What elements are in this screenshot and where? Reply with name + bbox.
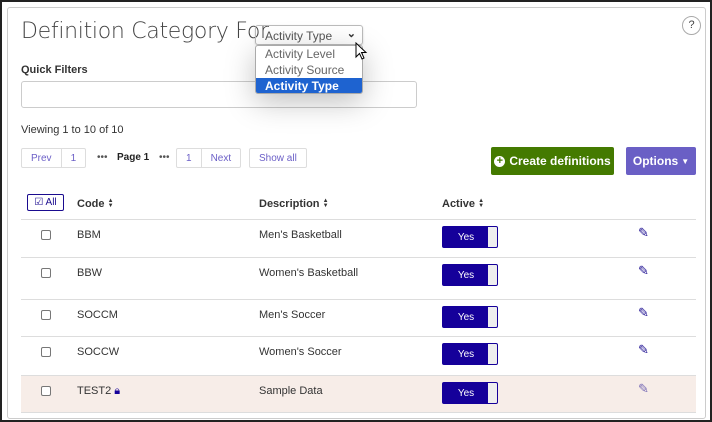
- code-text: TEST2: [77, 385, 112, 397]
- description-cell: Women's Basketball: [259, 267, 359, 279]
- row-divider: [21, 257, 696, 258]
- row-checkbox[interactable]: [41, 347, 51, 357]
- edit-pencil-icon[interactable]: ✎: [638, 263, 649, 278]
- pagination-ellipsis: •••: [97, 152, 108, 163]
- next-button[interactable]: Next: [200, 149, 241, 167]
- sort-icon: ▲ ▼: [107, 198, 114, 210]
- code-cell: TEST2 🔒︎: [77, 385, 120, 398]
- description-cell: Men's Basketball: [259, 229, 342, 241]
- code-text: SOCCW: [77, 346, 120, 358]
- sort-icon: ▲ ▼: [322, 198, 329, 210]
- row-checkbox[interactable]: [41, 386, 51, 396]
- column-header-active[interactable]: Active ▲ ▼: [442, 198, 484, 210]
- edit-pencil-icon[interactable]: ✎: [638, 342, 649, 357]
- active-toggle[interactable]: Yes: [442, 226, 498, 248]
- last-page-button[interactable]: 1: [186, 152, 192, 164]
- category-select-value: Activity Type: [265, 29, 333, 43]
- description-cell: Sample Data: [259, 385, 323, 397]
- viewing-count: Viewing 1 to 10 of 10: [21, 124, 124, 136]
- option-activity-source[interactable]: Activity Source: [265, 63, 345, 77]
- options-label: Options: [632, 154, 679, 168]
- code-cell: BBM: [77, 229, 101, 241]
- description-cell: Men's Soccer: [259, 309, 326, 321]
- row-divider: [21, 336, 696, 337]
- active-toggle-label: Yes: [457, 270, 475, 281]
- column-header-description[interactable]: Description ▲ ▼: [259, 198, 329, 210]
- table-row-highlight: [21, 376, 696, 412]
- page-title: Definition Category For: [21, 19, 269, 44]
- description-cell: Women's Soccer: [259, 346, 342, 358]
- code-header-label: Code: [77, 198, 105, 210]
- code-text: SOCCM: [77, 309, 118, 321]
- code-cell: BBW: [77, 267, 102, 279]
- caret-down-icon: ▼: [681, 156, 690, 166]
- pagination-ellipsis: •••: [159, 152, 170, 163]
- select-all-button[interactable]: ☑ All: [27, 194, 64, 211]
- active-toggle-label: Yes: [457, 349, 475, 360]
- active-toggle-label: Yes: [457, 312, 475, 323]
- create-definitions-button[interactable]: + Create definitions: [491, 147, 614, 175]
- active-toggle[interactable]: Yes: [442, 382, 498, 404]
- active-header-label: Active: [442, 198, 476, 210]
- mouse-cursor-icon: [355, 42, 368, 60]
- toggle-knob: [488, 307, 497, 327]
- plus-circle-icon: +: [494, 155, 506, 167]
- edit-pencil-icon[interactable]: ✎: [638, 305, 649, 320]
- checkbox-checked-icon: ☑: [34, 197, 44, 208]
- edit-pencil-icon[interactable]: ✎: [638, 381, 649, 396]
- code-cell: SOCCM: [77, 309, 118, 321]
- quick-filters-label: Quick Filters: [21, 64, 88, 76]
- lock-icon: 🔒︎: [114, 385, 121, 397]
- category-dropdown: Activity Level Activity Source Activity …: [255, 45, 363, 94]
- sort-icon: ▲ ▼: [478, 198, 485, 210]
- column-header-code[interactable]: Code ▲ ▼: [77, 198, 114, 210]
- option-activity-type[interactable]: Activity Type: [256, 78, 362, 93]
- show-all-label: Show all: [259, 152, 297, 164]
- chevron-down-icon: ⌄: [346, 28, 356, 40]
- row-checkbox[interactable]: [41, 310, 51, 320]
- row-divider: [21, 375, 696, 376]
- pagination-prev-group: Prev 1: [21, 148, 87, 168]
- code-text: BBW: [77, 267, 103, 279]
- content-panel: [7, 7, 706, 419]
- code-text: BBM: [77, 229, 101, 241]
- edit-pencil-icon[interactable]: ✎: [638, 225, 649, 240]
- row-checkbox[interactable]: [41, 268, 51, 278]
- active-toggle-label: Yes: [457, 388, 475, 399]
- toggle-knob: [488, 227, 497, 247]
- row-divider: [21, 299, 696, 300]
- row-checkbox[interactable]: [41, 230, 51, 240]
- description-header-label: Description: [259, 198, 320, 210]
- active-toggle-label: Yes: [457, 232, 475, 243]
- help-button[interactable]: ?: [682, 16, 701, 35]
- active-toggle[interactable]: Yes: [442, 264, 498, 286]
- toggle-knob: [488, 383, 497, 403]
- toggle-knob: [488, 344, 497, 364]
- select-all-label: All: [45, 197, 57, 208]
- current-page: Page 1: [117, 152, 150, 163]
- pagination-next-group: 1 Next: [176, 148, 242, 168]
- options-button[interactable]: Options ▼: [626, 147, 696, 175]
- create-definitions-label: Create definitions: [509, 154, 611, 168]
- option-activity-level[interactable]: Activity Level: [265, 47, 336, 61]
- code-cell: SOCCW: [77, 346, 119, 358]
- row-divider: [21, 219, 696, 220]
- active-toggle[interactable]: Yes: [442, 343, 498, 365]
- first-page-button[interactable]: 1: [60, 149, 86, 167]
- category-select[interactable]: Activity Type ⌄: [255, 25, 363, 45]
- row-divider: [21, 412, 696, 413]
- toggle-knob: [488, 265, 497, 285]
- prev-button[interactable]: Prev: [31, 152, 52, 164]
- active-toggle[interactable]: Yes: [442, 306, 498, 328]
- show-all-button[interactable]: Show all: [249, 148, 307, 168]
